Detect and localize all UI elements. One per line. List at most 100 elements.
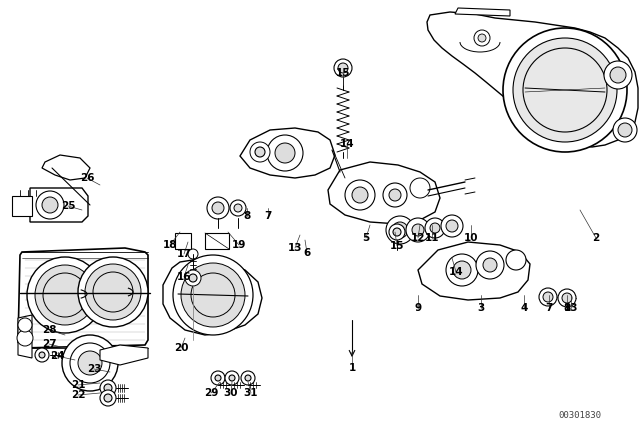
Text: 6: 6 (303, 248, 310, 258)
Circle shape (610, 67, 626, 83)
Circle shape (483, 258, 497, 272)
Text: 18: 18 (163, 240, 177, 250)
Circle shape (275, 143, 295, 163)
Text: 30: 30 (224, 388, 238, 398)
Text: 27: 27 (42, 339, 56, 349)
Circle shape (215, 375, 221, 381)
Circle shape (17, 330, 33, 346)
Text: 26: 26 (80, 173, 94, 183)
Text: 9: 9 (415, 303, 422, 313)
Text: 11: 11 (425, 233, 439, 243)
Text: 8: 8 (243, 211, 251, 221)
Circle shape (441, 215, 463, 237)
Circle shape (27, 257, 103, 333)
Circle shape (392, 222, 408, 238)
Circle shape (104, 384, 112, 392)
Polygon shape (418, 242, 530, 300)
Circle shape (345, 180, 375, 210)
Circle shape (267, 135, 303, 171)
Text: 22: 22 (71, 390, 85, 400)
Text: 1: 1 (348, 363, 356, 373)
Text: 31: 31 (244, 388, 259, 398)
Circle shape (476, 251, 504, 279)
Text: 20: 20 (173, 343, 188, 353)
Circle shape (70, 343, 110, 383)
Circle shape (446, 220, 458, 232)
Circle shape (389, 224, 405, 240)
Circle shape (104, 394, 112, 402)
Circle shape (503, 28, 627, 152)
Text: 29: 29 (204, 388, 218, 398)
Text: 7: 7 (264, 211, 272, 221)
Circle shape (207, 197, 229, 219)
Text: 24: 24 (50, 351, 64, 361)
Circle shape (383, 183, 407, 207)
Circle shape (230, 200, 246, 216)
Polygon shape (427, 12, 638, 147)
Text: 12: 12 (411, 233, 425, 243)
Circle shape (334, 59, 352, 77)
Polygon shape (100, 345, 148, 365)
Bar (205, 233, 229, 249)
Text: 10: 10 (464, 233, 478, 243)
Text: 00301830: 00301830 (559, 410, 602, 419)
Circle shape (42, 197, 58, 213)
Polygon shape (455, 8, 510, 16)
Text: 13: 13 (564, 303, 579, 313)
Text: 14: 14 (340, 139, 355, 149)
Circle shape (406, 218, 430, 242)
Text: 3: 3 (477, 303, 484, 313)
Circle shape (389, 189, 401, 201)
Circle shape (474, 30, 490, 46)
Text: 4: 4 (520, 303, 528, 313)
Polygon shape (42, 155, 90, 180)
Circle shape (100, 390, 116, 406)
Circle shape (36, 191, 64, 219)
Circle shape (543, 292, 553, 302)
Circle shape (604, 61, 632, 89)
Circle shape (39, 352, 45, 358)
Circle shape (35, 348, 49, 362)
Text: 25: 25 (61, 201, 76, 211)
Circle shape (188, 249, 198, 259)
Circle shape (613, 118, 637, 142)
Text: 21: 21 (71, 380, 85, 390)
Circle shape (173, 255, 253, 335)
Circle shape (185, 270, 201, 286)
Circle shape (189, 274, 197, 282)
Circle shape (78, 257, 148, 327)
Circle shape (430, 223, 440, 233)
Circle shape (513, 38, 617, 142)
Circle shape (338, 63, 348, 73)
Text: 15: 15 (336, 68, 350, 78)
Circle shape (181, 263, 245, 327)
Text: 13: 13 (288, 243, 302, 253)
Circle shape (453, 261, 471, 279)
Circle shape (255, 147, 265, 157)
Polygon shape (240, 128, 335, 178)
Circle shape (78, 351, 102, 375)
Circle shape (250, 142, 270, 162)
Text: 16: 16 (177, 272, 191, 282)
Circle shape (410, 178, 430, 198)
Bar (175, 233, 191, 249)
Circle shape (100, 380, 116, 396)
Circle shape (245, 375, 251, 381)
Text: 19: 19 (232, 240, 246, 250)
Text: 28: 28 (42, 325, 56, 335)
Circle shape (62, 335, 118, 391)
Polygon shape (328, 162, 440, 224)
Text: 7: 7 (545, 303, 553, 313)
Circle shape (352, 187, 368, 203)
Circle shape (234, 204, 242, 212)
Circle shape (446, 254, 478, 286)
Text: 2: 2 (593, 233, 600, 243)
Circle shape (478, 34, 486, 42)
Circle shape (35, 265, 95, 325)
Polygon shape (30, 188, 88, 222)
Circle shape (85, 264, 141, 320)
Circle shape (562, 293, 572, 303)
Circle shape (212, 202, 224, 214)
Circle shape (425, 218, 445, 238)
Text: 17: 17 (177, 249, 191, 259)
